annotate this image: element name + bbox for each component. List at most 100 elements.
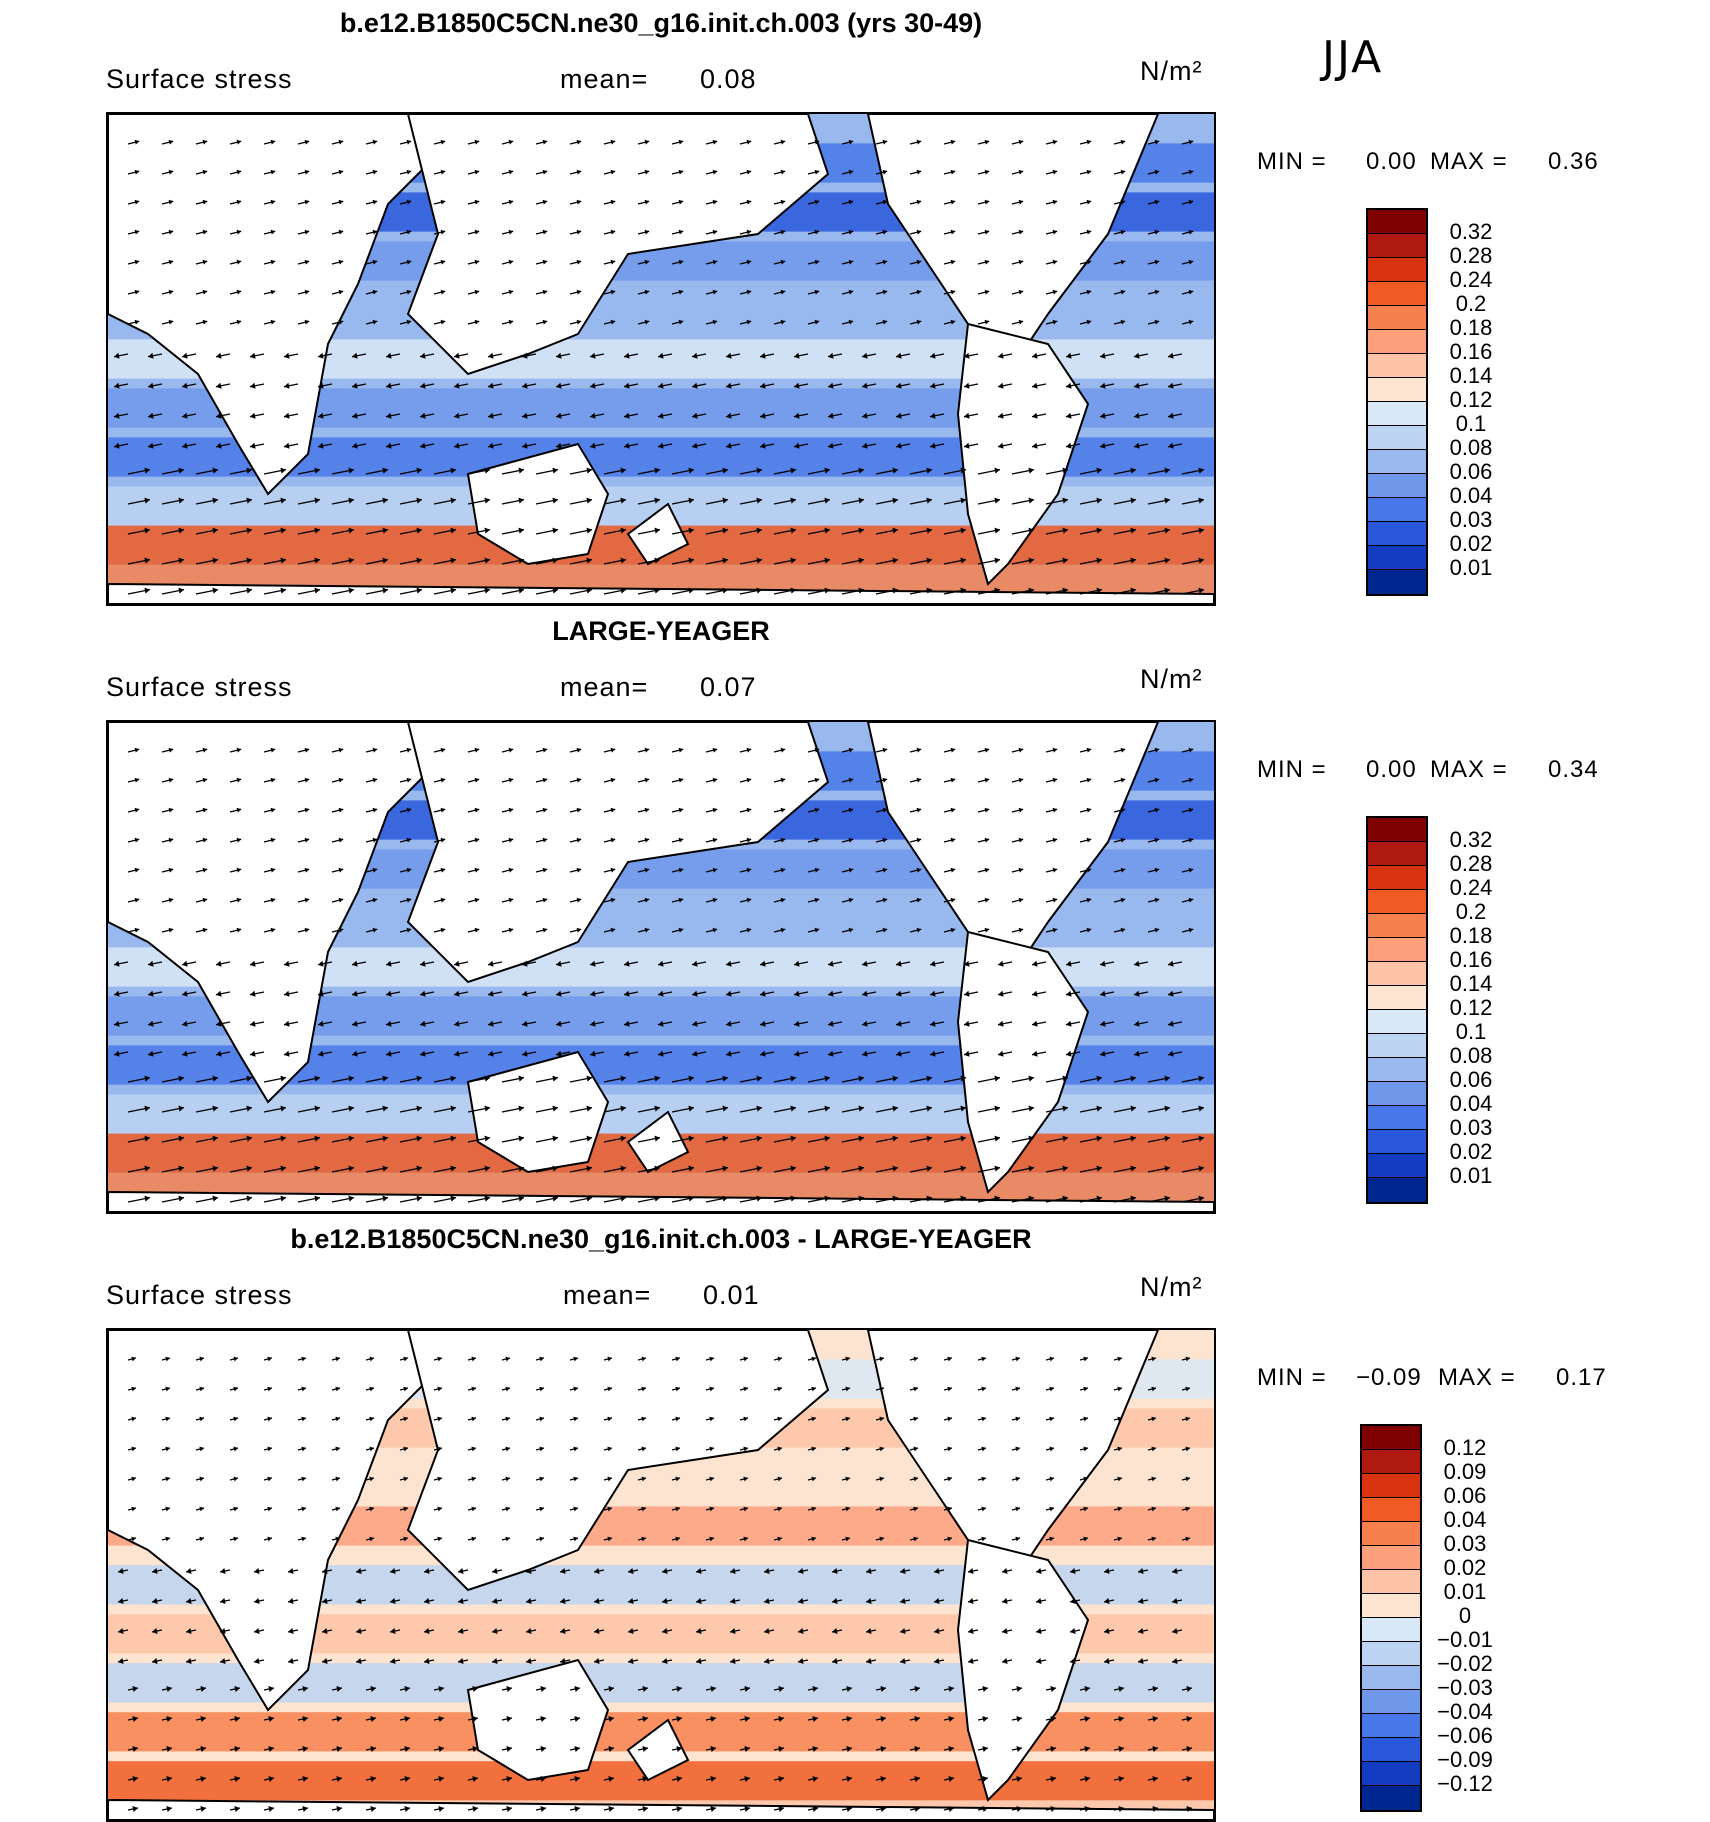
- vector-arrowhead: [518, 1105, 524, 1112]
- vector-arrowhead: [678, 807, 684, 813]
- panel-2-min-prefix: MIN =: [1257, 756, 1327, 783]
- vector-arrowhead: [336, 1806, 342, 1812]
- vector-arrowhead: [950, 867, 956, 873]
- vector-arrowhead: [780, 747, 786, 753]
- vector-arrowhead: [560, 1568, 566, 1574]
- vector-arrowhead: [811, 1476, 816, 1482]
- vector-arrowhead: [1198, 1105, 1204, 1112]
- vector-arrowhead: [576, 199, 582, 205]
- vector-arrowhead: [756, 557, 762, 564]
- vector-arrowhead: [314, 557, 320, 564]
- colorbar-tick-label: 0.1: [1455, 1019, 1487, 1044]
- vector-arrowhead: [913, 1506, 918, 1512]
- vector-arrowhead: [1100, 352, 1106, 359]
- vector-arrowhead: [960, 467, 966, 474]
- vector-arrowhead: [1062, 467, 1068, 474]
- vector-arrowhead: [658, 990, 664, 997]
- colorbar-tick-label: 0.03: [1449, 507, 1493, 532]
- vector-arrowhead: [440, 169, 446, 175]
- vector-arrowhead: [1016, 1686, 1022, 1692]
- vector-arrowhead: [406, 229, 412, 235]
- vector-arrowhead: [178, 1165, 184, 1172]
- vector-arrowhead: [474, 747, 480, 753]
- vector-arrowhead: [658, 960, 664, 967]
- vector-arrowhead: [301, 1416, 306, 1422]
- vector-arrowhead: [913, 1386, 918, 1392]
- vector-arrowhead: [301, 1446, 306, 1452]
- vector-arrowhead: [744, 1776, 750, 1782]
- vector-arrowhead: [1168, 1020, 1174, 1027]
- vector-arrowhead: [352, 1020, 358, 1027]
- vector-arrowhead: [675, 1416, 680, 1422]
- vector-arrowhead: [1052, 867, 1058, 873]
- vector-arrowhead: [712, 867, 718, 873]
- vector-arrowhead: [1016, 1806, 1022, 1812]
- vector-arrowhead: [608, 1746, 614, 1752]
- vector-arrowhead: [390, 1568, 396, 1574]
- vector-arrowhead: [233, 1386, 238, 1392]
- vector-arrowhead: [1066, 442, 1072, 449]
- vector-arrowhead: [322, 1658, 328, 1664]
- vector-arrowhead: [722, 587, 728, 594]
- vector-arrowhead: [576, 897, 582, 903]
- vector-arrowhead: [518, 497, 524, 504]
- vector-arrowhead: [1086, 199, 1092, 205]
- vector-arrowhead: [764, 1598, 770, 1604]
- panel-1-variable: Surface stress: [106, 64, 293, 94]
- vector-arrowhead: [777, 1446, 782, 1452]
- vector-arrowhead: [518, 1195, 524, 1202]
- vector-arrowhead: [574, 1686, 580, 1692]
- vector-arrowhead: [1198, 1135, 1204, 1142]
- vector-arrowhead: [848, 837, 854, 843]
- vector-arrowhead: [314, 467, 320, 474]
- vector-arrowhead: [420, 960, 426, 967]
- vector-arrowhead: [542, 867, 548, 873]
- vector-arrowhead: [862, 352, 868, 359]
- colorbar-tick-label: 0.12: [1443, 1435, 1487, 1460]
- vector-arrowhead: [336, 1746, 342, 1752]
- vector-arrowhead: [576, 139, 582, 145]
- vector-arrowhead: [756, 587, 762, 594]
- vector-arrowhead: [610, 897, 616, 903]
- vector-arrowhead: [824, 1135, 830, 1142]
- vector-arrowhead: [608, 1716, 614, 1722]
- vector-arrowhead: [1062, 557, 1068, 564]
- vector-arrowhead: [780, 927, 786, 933]
- vector-arrowhead: [590, 442, 596, 449]
- vector-arrowhead: [403, 1416, 408, 1422]
- colorbar-swatch: [1368, 1034, 1426, 1058]
- vector-arrowhead: [892, 1165, 898, 1172]
- vector-arrowhead: [148, 960, 154, 967]
- vector-arrowhead: [131, 1506, 136, 1512]
- vector-arrowhead: [981, 1446, 986, 1452]
- vector-arrowhead: [268, 1686, 274, 1692]
- colorbar-tick-label: 0.01: [1449, 1163, 1493, 1188]
- vector-arrowhead: [778, 1776, 784, 1782]
- vector-arrowhead: [780, 259, 786, 265]
- vector-arrowhead: [984, 837, 990, 843]
- vector-arrowhead: [1120, 867, 1126, 873]
- vector-arrowhead: [450, 1105, 456, 1112]
- vector-arrowhead: [968, 1598, 974, 1604]
- vector-arrowhead: [688, 1165, 694, 1172]
- vector-arrowhead: [505, 1446, 510, 1452]
- vector-arrowhead: [1185, 1536, 1190, 1542]
- vector-arrowhead: [1198, 1165, 1204, 1172]
- vector-arrowhead: [212, 1165, 218, 1172]
- vector-arrowhead: [709, 1356, 714, 1362]
- vector-arrowhead: [1050, 1806, 1056, 1812]
- vector-arrowhead: [1100, 412, 1106, 419]
- vector-arrowhead: [692, 1020, 698, 1027]
- vector-arrowhead: [828, 382, 834, 389]
- vector-arrowhead: [1151, 1446, 1156, 1452]
- vector-arrowhead: [386, 442, 392, 449]
- vector-arrowhead: [202, 897, 208, 903]
- vector-arrowhead: [1002, 1598, 1008, 1604]
- vector-arrowhead: [654, 1195, 660, 1202]
- vector-arrowhead: [372, 837, 378, 843]
- vector-arrowhead: [1049, 1416, 1054, 1422]
- vector-arrowhead: [199, 1536, 204, 1542]
- vector-arrowhead: [968, 1658, 974, 1664]
- vector-arrowhead: [573, 1536, 578, 1542]
- vector-arrowhead: [268, 1776, 274, 1782]
